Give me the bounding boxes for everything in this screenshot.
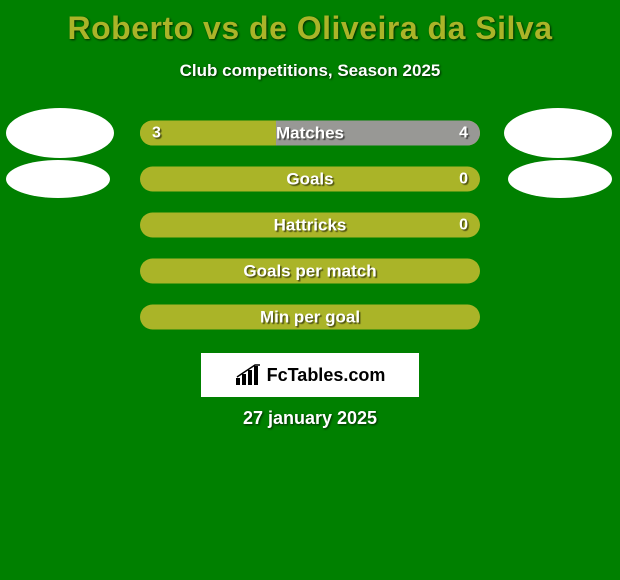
stat-bar: Matches34	[140, 121, 480, 146]
stat-bar: Goals per match	[140, 259, 480, 284]
footer-date: 27 january 2025	[0, 408, 620, 429]
stat-row: Goals per match	[0, 248, 620, 294]
stat-label: Min per goal	[140, 307, 480, 327]
stat-value-left: 3	[152, 124, 161, 142]
site-logo-text: FcTables.com	[267, 365, 386, 386]
comparison-card: Roberto vs de Oliveira da Silva Club com…	[0, 0, 620, 580]
stat-value-right: 0	[459, 170, 468, 188]
player-avatar-right	[504, 108, 612, 158]
player-avatar-left	[6, 108, 114, 158]
stat-value-right: 4	[459, 124, 468, 142]
stat-value-right: 0	[459, 216, 468, 234]
stats-chart: Matches34Goals0Hattricks0Goals per match…	[0, 110, 620, 340]
player-avatar-left	[6, 160, 110, 198]
stat-bar: Hattricks0	[140, 213, 480, 238]
stat-label: Hattricks	[140, 215, 480, 235]
site-logo-badge: FcTables.com	[201, 353, 419, 397]
player-avatar-right	[508, 160, 612, 198]
stat-row: Matches34	[0, 110, 620, 156]
stat-row: Hattricks0	[0, 202, 620, 248]
stat-label: Goals	[140, 169, 480, 189]
stat-bar: Goals0	[140, 167, 480, 192]
stat-row: Min per goal	[0, 294, 620, 340]
page-subtitle: Club competitions, Season 2025	[0, 61, 620, 81]
stat-bar: Min per goal	[140, 305, 480, 330]
page-title: Roberto vs de Oliveira da Silva	[0, 0, 620, 47]
stat-row: Goals0	[0, 156, 620, 202]
stat-label: Goals per match	[140, 261, 480, 281]
bars-icon	[235, 364, 261, 386]
bar-segment-right	[276, 121, 480, 146]
